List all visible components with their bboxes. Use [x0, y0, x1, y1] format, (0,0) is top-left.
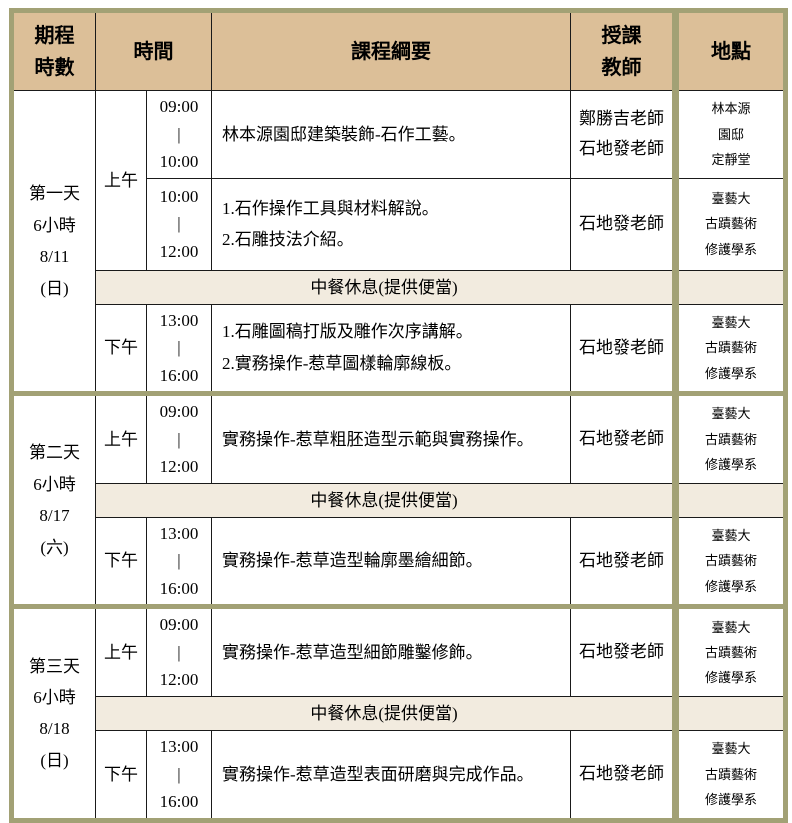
lunch-label-cell: 中餐休息(提供便當) [95, 482, 676, 518]
header-time: 時間 [95, 10, 212, 91]
outline-cell: 實務操作-惹草粗胚造型示範與實務操作。 [211, 391, 571, 484]
time-cell: 10:00 | 12:00 [146, 177, 212, 271]
teacher-cell: 石地發老師 [570, 391, 676, 484]
table-row: 下午 13:00 | 16:00 實務操作-惹草造型表面研磨與完成作品。 石地發… [12, 729, 786, 821]
lunch-row: 中餐休息(提供便當) [12, 695, 786, 731]
teacher-cell: 石地發老師 [570, 516, 676, 608]
ampm-cell: 上午 [95, 604, 147, 697]
ampm-cell: 下午 [95, 303, 147, 395]
location-cell: 臺藝大 古蹟藝術 修護學系 [672, 604, 786, 697]
time-cell: 09:00 | 12:00 [146, 391, 212, 484]
ampm-cell: 上午 [95, 391, 147, 484]
header-location: 地點 [672, 10, 786, 91]
lunch-location-cell [672, 269, 786, 305]
header-outline: 課程綱要 [211, 10, 571, 91]
period-cell: 第一天 6小時 8/11 (日) [11, 89, 96, 395]
table-row: 下午 13:00 | 16:00 實務操作-惹草造型輪廓墨繪細節。 石地發老師 … [12, 516, 786, 608]
table-row: 第二天 6小時 8/17 (六) 上午 09:00 | 12:00 實務操作-惹… [11, 391, 786, 608]
teacher-cell: 石地發老師 [570, 177, 676, 271]
outline-cell: 1.石作操作工具與材料解說。 2.石雕技法介紹。 [211, 177, 571, 271]
table-row: 10:00 | 12:00 1.石作操作工具與材料解說。 2.石雕技法介紹。 石… [12, 177, 786, 271]
time-cell: 09:00 | 10:00 [146, 90, 212, 179]
lunch-location-cell [672, 695, 786, 731]
ampm-cell: 下午 [95, 516, 147, 608]
outline-cell: 1.石雕圖稿打版及雕作次序講解。 2.實務操作-惹草圖樣輪廓線板。 [211, 303, 571, 395]
period-cell: 第二天 6小時 8/17 (六) [11, 391, 96, 608]
time-cell: 09:00 | 12:00 [146, 604, 212, 697]
lunch-row: 中餐休息(提供便當) [12, 269, 786, 305]
lunch-label-cell: 中餐休息(提供便當) [95, 695, 676, 731]
table-row: 第一天 6小時 8/11 (日) 上午 09:00 | 10:00 林本源園邸建… [11, 89, 786, 395]
header-duration: 期程 時數 [11, 10, 96, 91]
table-header: 期程 時數 時間 課程綱要 授課 教師 地點 [11, 10, 786, 91]
day-section-3: 第三天 6小時 8/18 (日) 上午 09:00 | 12:00 實務操作-惹… [11, 604, 786, 821]
teacher-cell: 鄭勝吉老師 石地發老師 [570, 90, 676, 179]
teacher-cell: 石地發老師 [570, 303, 676, 395]
header-row: 期程 時數 時間 課程綱要 授課 教師 地點 [11, 10, 786, 91]
time-cell: 13:00 | 16:00 [146, 729, 212, 821]
day-section-2: 第二天 6小時 8/17 (六) 上午 09:00 | 12:00 實務操作-惹… [11, 391, 786, 608]
location-cell: 林本源 園邸 定靜堂 [672, 90, 786, 179]
ampm-cell: 上午 [95, 90, 147, 271]
lunch-location-cell [672, 482, 786, 518]
time-cell: 13:00 | 16:00 [146, 303, 212, 395]
teacher-cell: 石地發老師 [570, 729, 676, 821]
location-cell: 臺藝大 古蹟藝術 修護學系 [672, 516, 786, 608]
table-row: 第三天 6小時 8/18 (日) 上午 09:00 | 12:00 實務操作-惹… [11, 604, 786, 821]
lunch-label-cell: 中餐休息(提供便當) [95, 269, 676, 305]
course-schedule-table: 期程 時數 時間 課程綱要 授課 教師 地點 第一天 6小時 8/11 (日) … [9, 8, 788, 823]
outline-cell: 實務操作-惹草造型輪廓墨繪細節。 [211, 516, 571, 608]
outline-cell: 實務操作-惹草造型細節雕鑿修飾。 [211, 604, 571, 697]
location-cell: 臺藝大 古蹟藝術 修護學系 [672, 729, 786, 821]
time-cell: 13:00 | 16:00 [146, 516, 212, 608]
table-row: 下午 13:00 | 16:00 1.石雕圖稿打版及雕作次序講解。 2.實務操作… [12, 303, 786, 395]
teacher-cell: 石地發老師 [570, 604, 676, 697]
ampm-cell: 下午 [95, 729, 147, 821]
lunch-row: 中餐休息(提供便當) [12, 482, 786, 518]
period-cell: 第三天 6小時 8/18 (日) [11, 604, 96, 821]
day-section-1: 第一天 6小時 8/11 (日) 上午 09:00 | 10:00 林本源園邸建… [11, 89, 786, 395]
location-cell: 臺藝大 古蹟藝術 修護學系 [672, 391, 786, 484]
outline-cell: 實務操作-惹草造型表面研磨與完成作品。 [211, 729, 571, 821]
location-cell: 臺藝大 古蹟藝術 修護學系 [672, 303, 786, 395]
header-teacher: 授課 教師 [570, 10, 676, 91]
location-cell: 臺藝大 古蹟藝術 修護學系 [672, 177, 786, 271]
outline-cell: 林本源園邸建築裝飾-石作工藝。 [211, 90, 571, 179]
